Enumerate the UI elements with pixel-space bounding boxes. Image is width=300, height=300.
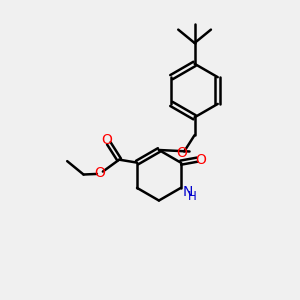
Text: O: O: [94, 166, 105, 180]
Text: N: N: [182, 185, 193, 200]
Text: O: O: [176, 146, 187, 160]
Text: H: H: [188, 190, 197, 203]
Text: O: O: [101, 133, 112, 147]
Text: O: O: [195, 153, 206, 167]
